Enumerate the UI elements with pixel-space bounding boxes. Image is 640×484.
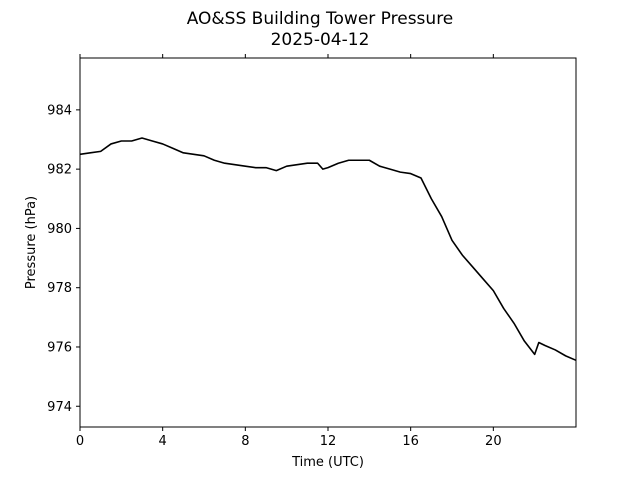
y-tick-label: 980 [47,222,72,237]
x-tick-label: 4 [159,434,167,449]
x-tick-label: 20 [485,434,502,449]
y-tick-label: 984 [47,103,72,118]
y-axis-ticks: 974 976 978 980 982 984 [47,103,80,415]
plot-frame [79,57,577,428]
y-axis-label: Pressure (hPa) [24,196,39,289]
y-tick-label: 982 [47,163,72,178]
x-axis-label: Time (UTC) [291,455,364,470]
x-tick-label: 0 [76,434,84,449]
x-tick-label: 12 [320,434,337,449]
x-axis-ticks: 0 4 8 12 16 20 [76,54,502,449]
y-tick-label: 976 [47,340,72,355]
y-tick-label: 974 [47,400,72,415]
chart-title: AO&SS Building Tower Pressure [187,9,454,29]
plot-area [80,58,576,427]
pressure-series-line [79,137,577,362]
chart-subtitle: 2025-04-12 [271,30,370,50]
x-tick-label: 16 [402,434,419,449]
y-tick-label: 978 [47,281,72,296]
x-tick-label: 8 [241,434,249,449]
